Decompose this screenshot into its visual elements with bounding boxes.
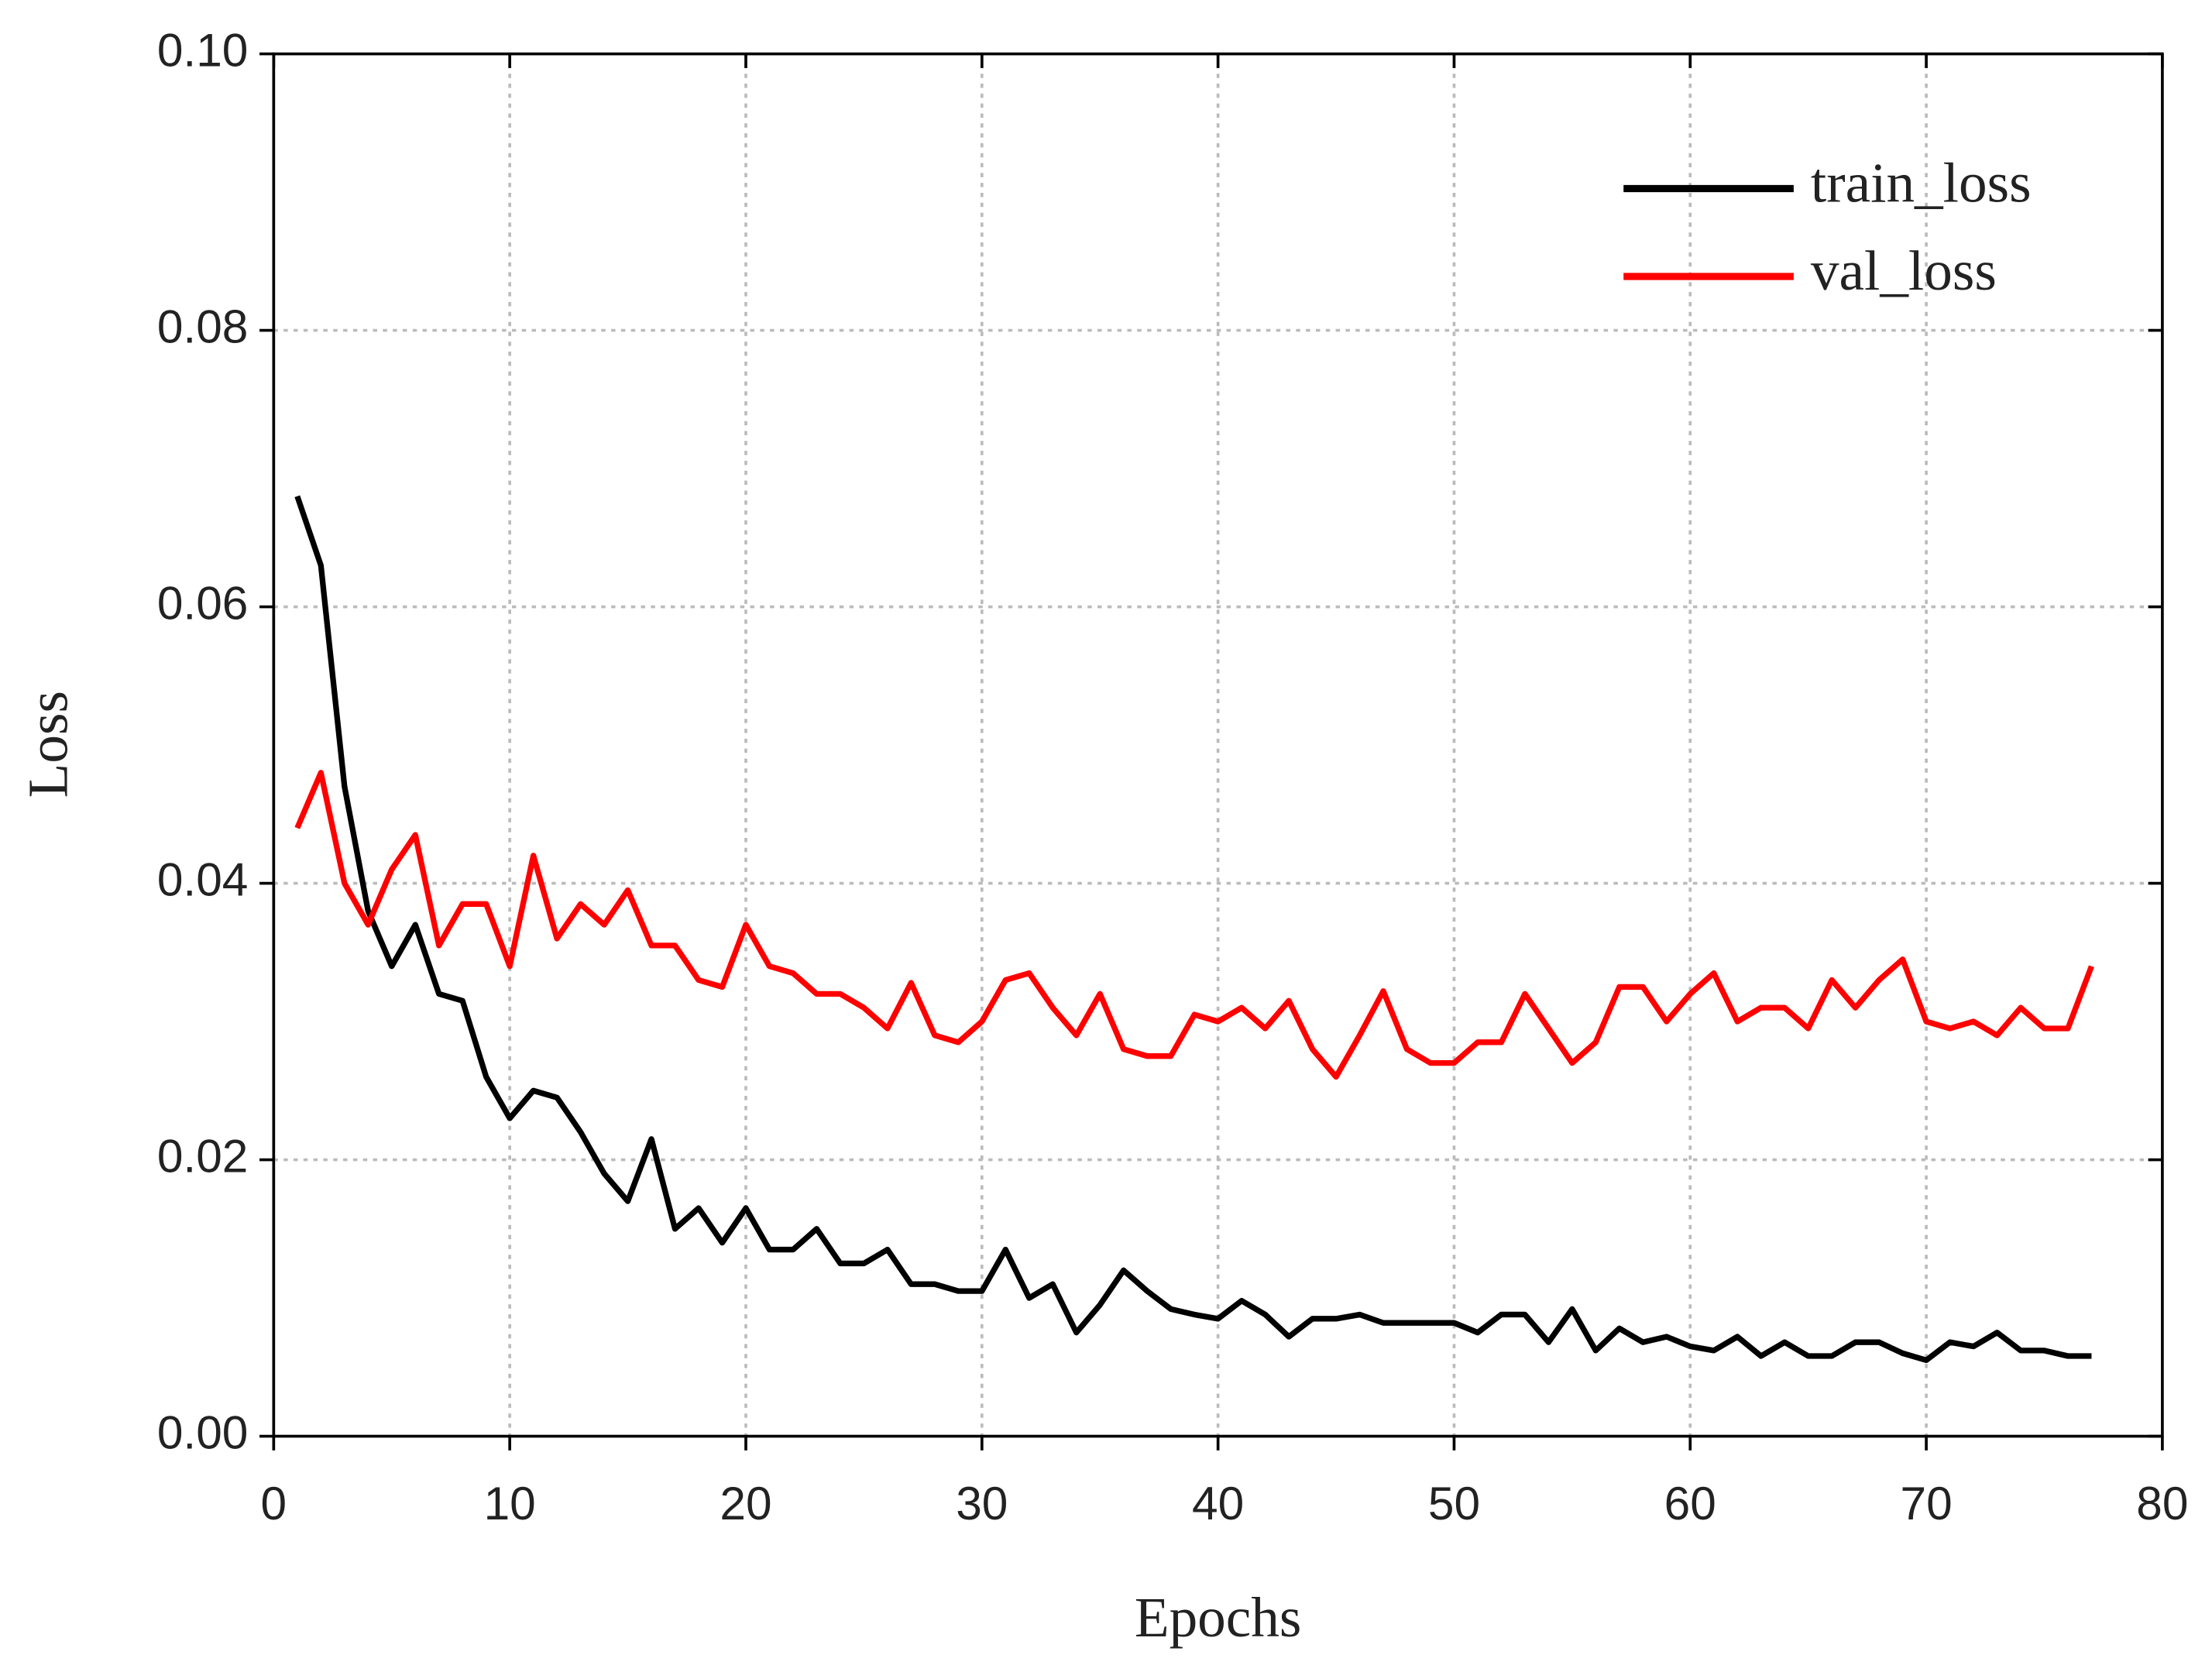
x-tick-label: 10 (484, 1477, 536, 1530)
legend-label: train_loss (1811, 151, 2032, 214)
x-tick-label: 0 (261, 1477, 287, 1530)
y-tick-label: 0.04 (157, 853, 249, 906)
y-tick-label: 0.00 (157, 1406, 249, 1458)
x-tick-label: 50 (1428, 1477, 1480, 1530)
y-tick-label: 0.02 (157, 1130, 249, 1183)
legend-label: val_loss (1811, 239, 1997, 302)
y-tick-label: 0.06 (157, 577, 249, 630)
plot-frame (272, 52, 2164, 1438)
y-tick-label: 0.08 (157, 300, 249, 353)
y-tick-label: 0.10 (157, 24, 249, 77)
x-tick-label: 70 (1900, 1477, 1952, 1530)
line-series (294, 770, 2094, 1080)
x-axis-label: Epochs (1135, 1586, 1302, 1649)
x-tick-label: 80 (2136, 1477, 2188, 1530)
x-tick-label: 60 (1664, 1477, 1716, 1530)
y-axis-label: Loss (16, 691, 79, 798)
line-series (294, 495, 2092, 1364)
x-tick-label: 30 (956, 1477, 1008, 1530)
x-tick-label: 20 (720, 1477, 771, 1530)
x-tick-label: 40 (1192, 1477, 1244, 1530)
